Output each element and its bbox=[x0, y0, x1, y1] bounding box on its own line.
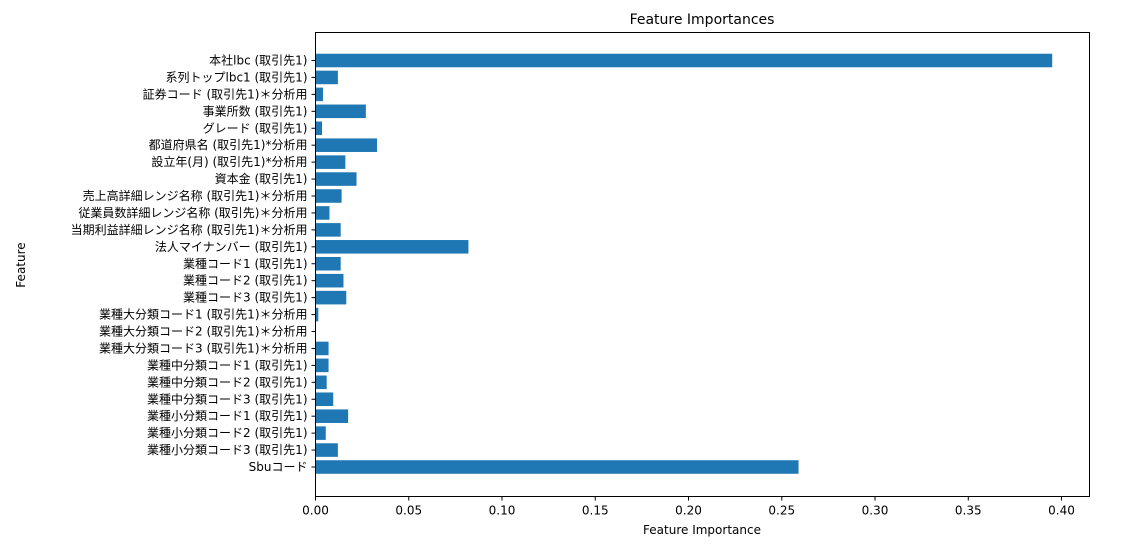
bar bbox=[315, 307, 319, 322]
y-tick-label: 資本金 (取引先1) bbox=[215, 171, 308, 186]
bar bbox=[315, 426, 326, 440]
bar bbox=[315, 189, 342, 203]
bar bbox=[315, 443, 338, 457]
bar bbox=[315, 121, 323, 136]
bar bbox=[315, 256, 341, 271]
y-tick-label: 業種中分類コード1 (取引先1) bbox=[147, 357, 307, 372]
x-tick-label: 0.20 bbox=[675, 504, 702, 518]
y-tick-label: 業種大分類コード3 (取引先1)＊分析用 bbox=[99, 341, 307, 355]
y-tick-label: 法人マイナンバー (取引先1) bbox=[155, 240, 308, 254]
y-tick-label: 業種大分類コード2 (取引先1)＊分析用 bbox=[99, 325, 307, 339]
bar bbox=[315, 53, 1053, 68]
y-tick-label: 設立年(月) (取引先1)*分析用 bbox=[151, 154, 307, 169]
bar bbox=[315, 375, 327, 390]
x-tick-label: 0.30 bbox=[862, 504, 889, 518]
y-tick-label: グレード (取引先1) bbox=[203, 121, 308, 135]
y-tick-label: 当期利益詳細レンジ名称 (取引先1)＊分析用 bbox=[71, 222, 308, 237]
bar bbox=[315, 409, 349, 423]
x-axis-label: Feature Importance bbox=[643, 523, 761, 537]
y-tick-label: 業種コード3 (取引先1) bbox=[183, 291, 307, 305]
bar bbox=[315, 273, 344, 288]
y-ticks-group: 本社lbc (取引先1) 系列トップlbc1 (取引先1) 証券コード (取引先1)… bbox=[71, 53, 316, 474]
y-tick-label: 業種小分類コード2 (取引先1) bbox=[147, 426, 307, 440]
x-tick-label: 0.05 bbox=[395, 504, 422, 518]
x-tick-label: 0.15 bbox=[582, 504, 609, 518]
bar bbox=[315, 87, 323, 102]
bar bbox=[315, 460, 799, 474]
bars-group bbox=[315, 53, 1053, 474]
y-tick-label: 都道府県名 (取引先1)*分析用 bbox=[149, 137, 308, 152]
y-tick-label: 業種コード1 (取引先1) bbox=[183, 257, 307, 271]
chart-title: Feature Importances bbox=[630, 12, 775, 28]
bar bbox=[315, 290, 347, 305]
bar bbox=[315, 240, 469, 254]
y-tick-label: 業種小分類コード3 (取引先1) bbox=[147, 443, 307, 457]
bar bbox=[315, 392, 334, 407]
bar bbox=[315, 155, 346, 169]
bar bbox=[315, 358, 329, 373]
y-tick-label: 本社lbc (取引先1) bbox=[209, 53, 307, 68]
bar bbox=[315, 172, 357, 186]
x-ticks-group: 0.00 0.05 0.10 0.15 0.20 0.25 0.30 0.35 0.40 bbox=[302, 496, 1075, 518]
x-tick-label: 0.35 bbox=[955, 504, 982, 518]
y-tick-label: 業種中分類コード2 (取引先1) bbox=[147, 374, 307, 389]
x-tick-label: 0.25 bbox=[768, 504, 795, 518]
x-tick-label: 0.10 bbox=[489, 504, 516, 518]
y-tick-label: 業種小分類コード1 (取引先1) bbox=[147, 409, 307, 423]
bar bbox=[315, 138, 378, 152]
y-tick-label: 系列トップlbc1 (取引先1) bbox=[166, 70, 308, 84]
bar bbox=[315, 206, 330, 220]
y-tick-label: 事業所数 (取引先1) bbox=[203, 103, 308, 118]
bar bbox=[315, 104, 366, 119]
bar bbox=[315, 341, 329, 356]
y-tick-label: 業種中分類コード3 (取引先1) bbox=[147, 391, 307, 406]
y-tick-label: 従業員数詳細レンジ名称 (取引先)＊分析用 bbox=[78, 205, 307, 220]
y-tick-label: 業種大分類コード1 (取引先1)＊分析用 bbox=[99, 308, 307, 322]
bar bbox=[315, 223, 341, 237]
y-tick-label: 売上高詳細レンジ名称 (取引先1)＊分析用 bbox=[83, 188, 308, 203]
bar bbox=[315, 70, 338, 85]
plot-frame bbox=[315, 32, 1090, 497]
y-axis-label: Feature bbox=[14, 242, 28, 287]
y-tick-label: Sbuコード bbox=[249, 460, 308, 474]
x-tick-label: 0.40 bbox=[1048, 504, 1075, 518]
y-tick-label: 業種コード2 (取引先1) bbox=[183, 274, 307, 288]
y-tick-label: 証券コード (取引先1)＊分析用 bbox=[143, 86, 308, 101]
x-tick-label: 0.00 bbox=[302, 504, 329, 518]
